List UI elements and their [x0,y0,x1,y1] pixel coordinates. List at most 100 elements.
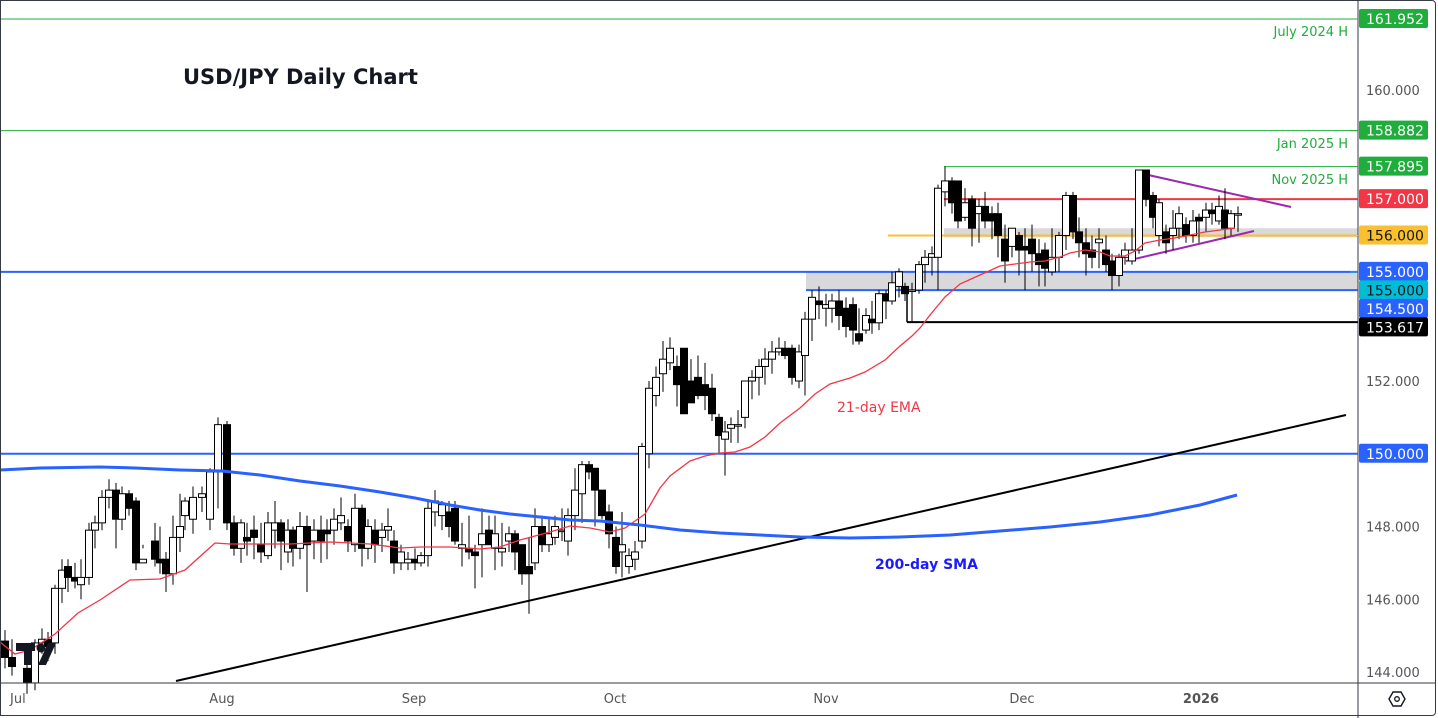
candle [1102,249,1110,266]
candle [189,496,197,520]
price-label-text: 155.000 [1366,265,1424,281]
candle [1155,202,1163,236]
price-tick: 146.000 [1366,593,1420,608]
candle [1075,231,1083,244]
candle [98,496,106,524]
candle [250,529,258,538]
settings-hexagon-icon[interactable] [1388,691,1406,707]
candle [151,540,159,560]
candle [1088,249,1096,258]
time-tick: Dec [1009,692,1034,707]
candle [264,522,272,557]
candle [1162,231,1170,244]
candle [888,282,896,302]
candle [8,656,16,668]
price-zone [806,271,1358,291]
candle [451,507,459,542]
time-tick: Jul [9,692,26,707]
candle [139,558,147,564]
time-tick: 2026 [1183,692,1219,707]
trendline [1134,171,1292,208]
candle [645,387,653,455]
candle [1115,256,1123,277]
candle [181,500,189,517]
time-tick: Nov [813,692,839,707]
candle [417,555,425,564]
candle [748,376,756,382]
candle [1001,238,1009,262]
candle [875,293,883,324]
candle [761,358,769,367]
candle [1234,213,1242,216]
sma-label: 200-day SMA [875,557,978,573]
time-tick: Aug [209,692,234,707]
moving-averages [0,227,1238,655]
price-label-badge [1359,225,1428,245]
candle [243,536,251,542]
candle [317,529,325,542]
candle [721,431,729,440]
candle [323,529,331,535]
candle [1082,242,1090,255]
candle [1015,235,1023,251]
candle [659,358,667,375]
time-axis[interactable]: Jul Aug Sep Oct Nov Dec 2026 [9,692,1219,707]
price-label-badge [1359,156,1428,176]
candle [58,569,66,589]
candle [1069,194,1077,233]
candle [571,489,579,517]
candle [755,365,763,378]
candle [808,296,816,320]
candle [237,522,245,549]
candle [578,464,586,495]
candle [1048,256,1056,273]
price-labels: 161.952 158.882 157.895 157.000 156.000 155.0… [1350,8,1428,463]
candle [708,387,716,415]
price-label-text: 157.000 [1366,192,1424,208]
candle [915,264,923,291]
trendlines [175,171,1347,682]
candle [934,187,942,258]
candle [337,515,345,524]
candle [598,489,606,517]
candle [491,533,499,549]
candle [1175,213,1183,229]
sma-200-line [0,465,1238,540]
candle [378,529,386,538]
candle [631,551,639,560]
price-label-text: 154.500 [1366,302,1424,318]
price-label-text: 158.882 [1366,124,1424,140]
candle [397,551,405,564]
price-label-badge [1359,8,1428,28]
price-tick: 148.000 [1366,521,1420,536]
price-label-badge [1359,280,1428,300]
price-zones [806,228,1358,291]
price-label-badge [1359,317,1428,337]
candle [198,493,206,498]
candle [545,533,553,546]
candle [801,318,809,357]
price-label-text: 157.895 [1366,160,1424,176]
candle [132,500,140,564]
candle [895,271,903,287]
price-zone [944,228,1358,238]
candlesticks [1,166,1242,694]
candle [591,467,599,491]
price-tick: 160.000 [1366,84,1420,99]
time-tick: Oct [604,692,626,707]
candle [424,507,432,557]
tradingview-logo-icon[interactable] [16,643,56,665]
ema-label: 21-day EMA [837,400,921,416]
candle [518,544,526,575]
candle [618,544,626,553]
price-label-text: 155.000 [1366,283,1424,299]
candle [815,300,823,306]
price-label-text: 161.952 [1366,12,1424,28]
candle [954,180,962,222]
candle [384,526,392,531]
candle [666,347,674,364]
candle [652,376,660,397]
candle [849,304,857,331]
